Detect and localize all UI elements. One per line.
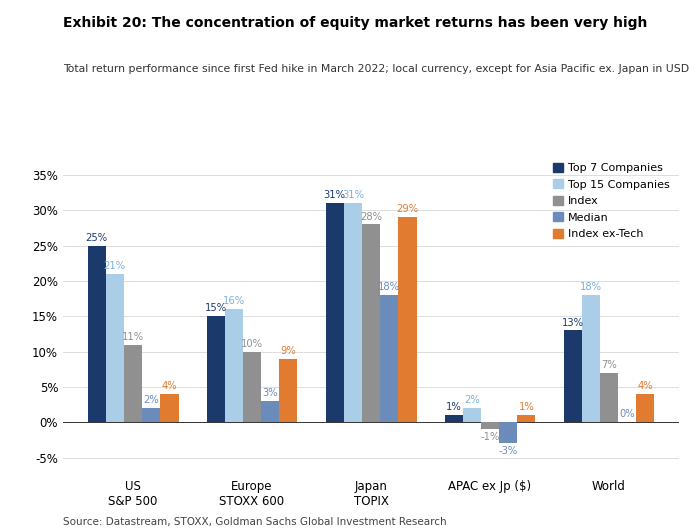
- Text: -3%: -3%: [498, 446, 518, 456]
- Text: 28%: 28%: [360, 211, 382, 222]
- Bar: [160, 394, 178, 422]
- Text: 10%: 10%: [241, 339, 263, 349]
- Bar: [88, 245, 106, 422]
- Legend: Top 7 Companies, Top 15 Companies, Index, Median, Index ex-Tech: Top 7 Companies, Top 15 Companies, Index…: [550, 159, 673, 243]
- Text: 13%: 13%: [561, 317, 584, 328]
- Bar: [380, 295, 398, 422]
- Bar: [582, 295, 600, 422]
- Text: 0%: 0%: [620, 409, 635, 419]
- Text: 29%: 29%: [396, 205, 419, 215]
- Bar: [261, 401, 279, 422]
- Bar: [636, 394, 655, 422]
- Bar: [564, 330, 582, 422]
- Text: 16%: 16%: [223, 296, 245, 306]
- Text: 1%: 1%: [519, 402, 534, 412]
- Text: 9%: 9%: [281, 346, 296, 356]
- Text: 1%: 1%: [446, 402, 461, 412]
- Text: 18%: 18%: [580, 282, 602, 292]
- Text: 4%: 4%: [162, 381, 177, 391]
- Bar: [142, 408, 160, 422]
- Bar: [326, 203, 344, 422]
- Text: 2%: 2%: [464, 395, 480, 405]
- Text: 2%: 2%: [144, 395, 159, 405]
- Bar: [444, 415, 463, 422]
- Text: 11%: 11%: [122, 332, 144, 342]
- Bar: [398, 217, 416, 422]
- Text: Source: Datastream, STOXX, Goldman Sachs Global Investment Research: Source: Datastream, STOXX, Goldman Sachs…: [63, 517, 447, 527]
- Text: -1%: -1%: [480, 432, 500, 442]
- Text: 31%: 31%: [323, 190, 346, 200]
- Text: Exhibit 20: The concentration of equity market returns has been very high: Exhibit 20: The concentration of equity …: [63, 16, 648, 30]
- Text: Total return performance since first Fed hike in March 2022; local currency, exc: Total return performance since first Fed…: [63, 64, 689, 74]
- Bar: [106, 274, 124, 422]
- Bar: [362, 224, 380, 422]
- Bar: [481, 422, 499, 429]
- Text: 25%: 25%: [85, 233, 108, 243]
- Text: 3%: 3%: [262, 388, 278, 398]
- Bar: [517, 415, 536, 422]
- Bar: [124, 344, 142, 422]
- Bar: [600, 373, 618, 422]
- Text: 31%: 31%: [342, 190, 364, 200]
- Bar: [279, 359, 298, 422]
- Bar: [499, 422, 517, 444]
- Text: 18%: 18%: [378, 282, 400, 292]
- Bar: [344, 203, 362, 422]
- Text: 4%: 4%: [638, 381, 653, 391]
- Bar: [463, 408, 481, 422]
- Bar: [225, 309, 243, 422]
- Bar: [206, 316, 225, 422]
- Text: 21%: 21%: [104, 261, 126, 271]
- Text: 7%: 7%: [601, 360, 617, 370]
- Bar: [243, 351, 261, 422]
- Text: 15%: 15%: [204, 303, 227, 313]
